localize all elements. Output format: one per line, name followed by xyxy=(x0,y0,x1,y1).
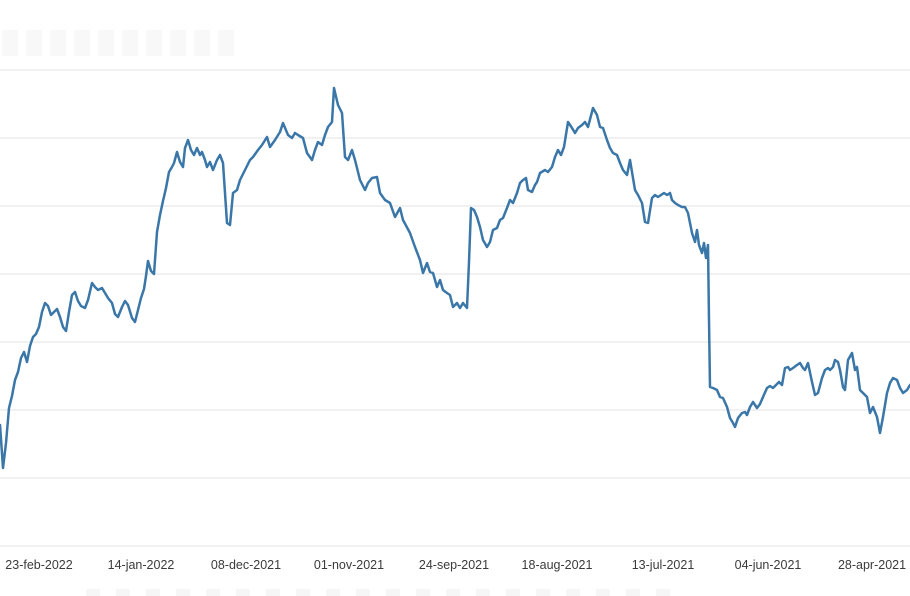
x-axis-tick-label: 13-jul-2021 xyxy=(631,558,695,572)
x-axis-tick-label: 08-dec-2021 xyxy=(210,558,282,572)
x-axis-tick-label: 04-jun-2021 xyxy=(734,558,802,572)
faint-cutoff-text-artifact-top xyxy=(2,30,240,56)
x-axis-tick-label: 14-jan-2022 xyxy=(107,558,175,572)
x-axis-tick-label: 24-sep-2021 xyxy=(418,558,490,572)
faint-cutoff-text-artifact-bottom xyxy=(86,589,686,596)
x-axis-tick-label: 28-apr-2021 xyxy=(837,558,907,572)
price-series-line xyxy=(0,86,910,470)
x-axis-tick-label: 01-nov-2021 xyxy=(313,558,385,572)
gridlines xyxy=(0,69,910,547)
x-axis-labels: 23-feb-2022 14-jan-2022 08-dec-2021 01-nov-… xyxy=(0,557,910,577)
x-axis-tick-label: 18-aug-2021 xyxy=(521,558,593,572)
x-axis-tick-label: 23-feb-2022 xyxy=(5,558,73,572)
